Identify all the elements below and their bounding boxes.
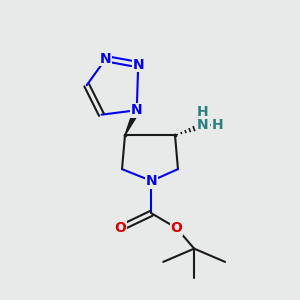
Text: H: H — [212, 118, 224, 132]
Text: O: O — [171, 221, 182, 235]
Text: H: H — [197, 105, 209, 119]
Text: N: N — [100, 52, 112, 66]
Text: N: N — [146, 174, 157, 188]
Text: N: N — [132, 58, 144, 72]
Text: O: O — [115, 221, 127, 235]
Text: N: N — [197, 118, 209, 132]
Text: N: N — [131, 103, 142, 117]
Polygon shape — [125, 109, 140, 135]
